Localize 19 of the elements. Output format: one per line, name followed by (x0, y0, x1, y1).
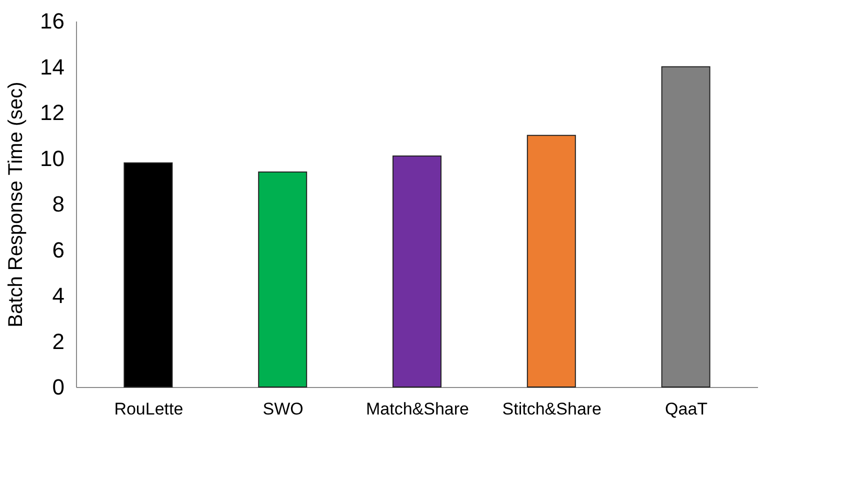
x-tick-label: Match&Share (366, 400, 469, 418)
bar (124, 162, 173, 388)
y-tick-label: 8 (52, 192, 64, 216)
y-tick-label: 16 (40, 8, 64, 34)
x-tick-label: Stitch&Share (502, 400, 602, 418)
bar (392, 155, 442, 388)
y-tick-label: 14 (40, 54, 64, 80)
y-tick-label: 0 (52, 374, 64, 400)
y-tick-label: 4 (52, 283, 64, 308)
x-tick-label: QaaT (665, 400, 708, 418)
y-tick-label: 6 (52, 237, 64, 262)
y-tick-label: 2 (52, 328, 64, 354)
y-tick-label: 10 (40, 146, 64, 171)
x-tick-label: SWO (262, 400, 304, 418)
bar (526, 134, 576, 388)
y-axis-title: Batch Response Time (sec) (5, 82, 28, 328)
bar (258, 171, 308, 388)
y-tick-label: 12 (40, 100, 64, 125)
x-tick-label: RouLette (114, 400, 184, 418)
